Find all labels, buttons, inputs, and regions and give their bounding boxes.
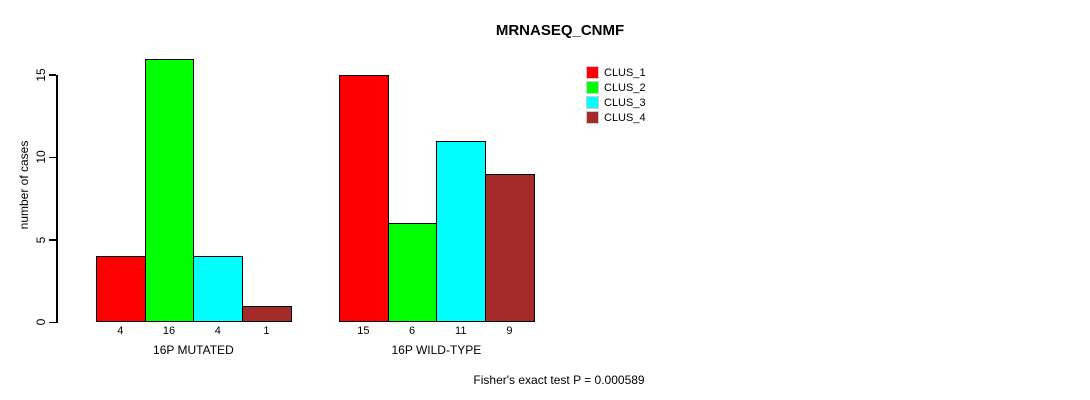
legend-swatch-clus_1 <box>586 66 599 79</box>
bar-clus_3-16p-mutated <box>193 256 244 322</box>
bar-clus_1-16p-mutated <box>96 256 146 322</box>
legend-swatch-clus_4 <box>586 111 599 124</box>
y-tick-label: 10 <box>34 150 48 165</box>
bar-value-label: 11 <box>455 325 467 337</box>
bar-value-label: 15 <box>357 325 370 337</box>
y-tick-label: 0 <box>34 318 48 326</box>
bar-value-label: 16 <box>162 325 176 337</box>
y-axis-tick <box>49 321 56 323</box>
y-axis-tick <box>49 239 56 241</box>
bar-clus_1-16p-wild-type <box>339 74 389 322</box>
category-label: 16P WILD-TYPE <box>391 343 482 357</box>
bar-clus_2-16p-mutated <box>144 58 195 322</box>
legend-row: CLUS_1 <box>586 65 646 80</box>
y-axis-tick <box>49 156 56 159</box>
bar-clus_3-16p-wild-type <box>436 140 487 322</box>
bar-value-label: 6 <box>408 325 416 337</box>
legend-label: CLUS_2 <box>604 81 646 94</box>
bar-value-label: 4 <box>117 325 124 337</box>
y-axis-line <box>56 74 58 323</box>
bar-clus_4-16p-mutated <box>242 305 292 322</box>
legend-row: CLUS_2 <box>586 80 646 95</box>
y-axis-tick <box>49 74 56 76</box>
bar-clus_4-16p-wild-type <box>485 173 535 322</box>
legend-swatch-clus_2 <box>586 81 599 94</box>
legend-label: CLUS_4 <box>604 111 646 124</box>
legend: CLUS_1 CLUS_2 CLUS_3 CLUS_4 <box>586 65 646 125</box>
legend-row: CLUS_4 <box>586 110 646 125</box>
chart-title: MRNASEQ_CNMF <box>495 22 625 39</box>
y-tick-label: 15 <box>34 68 48 82</box>
y-tick-label: 5 <box>34 236 48 243</box>
y-axis-label: number of cases <box>17 140 31 230</box>
annotation-text: Fisher's exact test P = 0.000589 <box>473 373 645 387</box>
legend-label: CLUS_1 <box>604 66 646 79</box>
legend-swatch-clus_3 <box>586 96 599 109</box>
bar-clus_2-16p-wild-type <box>387 223 438 322</box>
bar-value-label: 4 <box>214 325 221 337</box>
bar-value-label: 1 <box>263 325 270 337</box>
bar-value-label: 9 <box>506 325 513 337</box>
legend-row: CLUS_3 <box>586 95 646 110</box>
category-label: 16P MUTATED <box>153 343 234 357</box>
legend-label: CLUS_3 <box>604 96 646 109</box>
